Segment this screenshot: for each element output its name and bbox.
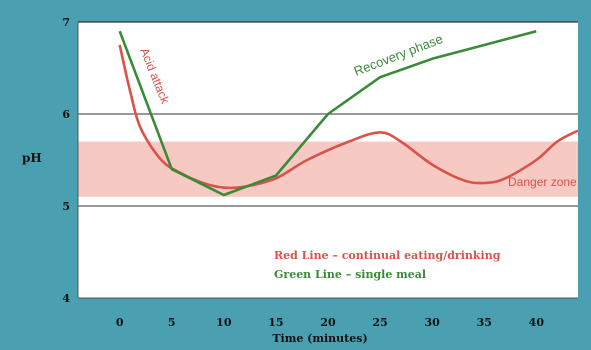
x-tick-label: 5 <box>168 316 176 329</box>
y-axis-ticks: 4 5 6 7 <box>62 16 70 305</box>
x-tick-label: 10 <box>216 316 232 329</box>
y-tick-label: 4 <box>62 292 70 305</box>
x-tick-label: 15 <box>268 316 283 329</box>
series-line-green <box>118 29 537 197</box>
x-tick-label: 0 <box>116 316 124 329</box>
x-tick-label: 25 <box>372 316 387 329</box>
x-tick-label: 40 <box>529 316 545 329</box>
legend-red-entry: Red Line – continual eating/drinking <box>274 249 501 262</box>
x-axis-ticks: 0 5 10 15 20 25 30 35 40 <box>116 316 544 329</box>
danger-zone-label: Danger zone <box>508 175 577 189</box>
y-axis-label: pH <box>22 151 42 165</box>
x-tick-label: 35 <box>477 316 492 329</box>
series-line-red <box>118 44 579 190</box>
x-tick-label: 20 <box>320 316 336 329</box>
legend-green-entry: Green Line – single meal <box>274 268 426 281</box>
grid <box>77 21 578 299</box>
y-tick-label: 5 <box>62 200 70 213</box>
y-tick-label: 7 <box>62 16 70 29</box>
y-tick-label: 6 <box>62 108 70 121</box>
x-tick-label: 30 <box>425 316 441 329</box>
series-lines <box>118 29 579 197</box>
x-axis-label: Time (minutes) <box>272 332 367 345</box>
